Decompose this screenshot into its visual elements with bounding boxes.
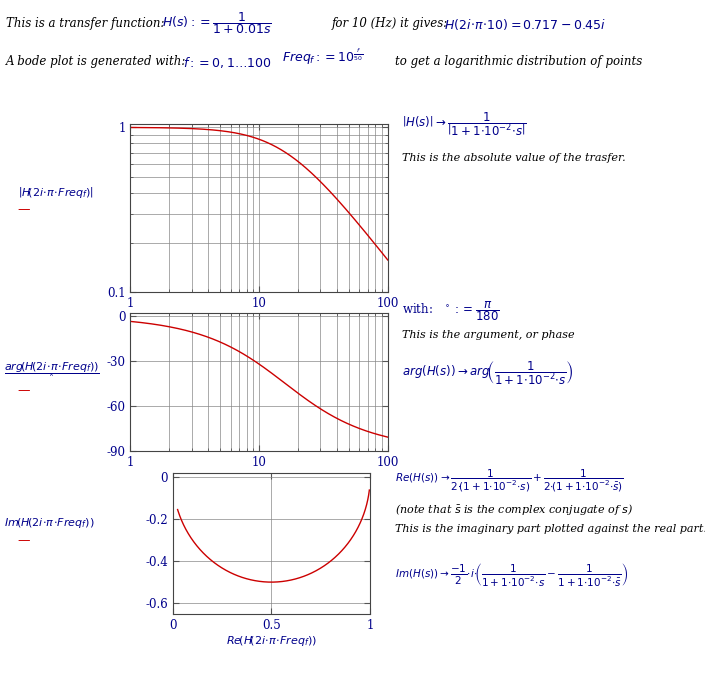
Text: $H(2i\!\cdot\!\pi\!\cdot\!10) = 0.717 - 0.45i$: $H(2i\!\cdot\!\pi\!\cdot\!10) = 0.717 - … xyxy=(444,17,606,32)
Text: $f := 0, 1 \ldots 100$: $f := 0, 1 \ldots 100$ xyxy=(183,55,272,70)
Text: with:   $^\circ := \dfrac{\pi}{180}$: with: $^\circ := \dfrac{\pi}{180}$ xyxy=(402,299,499,323)
Text: This is the argument, or phase: This is the argument, or phase xyxy=(402,330,575,341)
Text: for 10 (Hz) it gives:: for 10 (Hz) it gives: xyxy=(331,17,448,30)
Text: —: — xyxy=(18,203,30,215)
X-axis label: $Freq_f$: $Freq_f$ xyxy=(242,471,276,487)
Text: $Im(H(s)) \rightarrow \dfrac{-1}{2}{\cdot}i{\cdot}\!\left(\dfrac{1}{1 + 1{\cdot}: $Im(H(s)) \rightarrow \dfrac{-1}{2}{\cdo… xyxy=(395,561,628,588)
Text: This is a transfer function:: This is a transfer function: xyxy=(6,17,164,30)
Text: $Re(H(s)) \rightarrow \dfrac{1}{2{\cdot}\!\left(1 + 1{\cdot}10^{-2}{\cdot}s\righ: $Re(H(s)) \rightarrow \dfrac{1}{2{\cdot}… xyxy=(395,468,624,494)
Text: This is the absolute value of the trasfer.: This is the absolute value of the trasfe… xyxy=(402,153,625,163)
Text: $\left|H(s)\right| \rightarrow \dfrac{1}{\left|1 + 1{\cdot}10^{-2}{\cdot}s\right: $\left|H(s)\right| \rightarrow \dfrac{1}… xyxy=(402,110,527,138)
Text: —: — xyxy=(18,385,30,397)
Text: This is the imaginary part plotted against the real part.: This is the imaginary part plotted again… xyxy=(395,524,705,535)
Text: $arg(H(s)) \rightarrow arg\!\left(\dfrac{1}{1 + 1{\cdot}10^{-2}{\cdot}s}\right)$: $arg(H(s)) \rightarrow arg\!\left(\dfrac… xyxy=(402,359,574,387)
Text: $\left|H\!\left(2i\!\cdot\!\pi\!\cdot\!Freq_f\right)\right|$: $\left|H\!\left(2i\!\cdot\!\pi\!\cdot\!F… xyxy=(18,185,94,200)
X-axis label: $Re\!\left(H\!\left(2i\!\cdot\!\pi\!\cdot\!Freq_f\right)\right)$: $Re\!\left(H\!\left(2i\!\cdot\!\pi\!\cdo… xyxy=(226,634,317,648)
Text: A bode plot is generated with:: A bode plot is generated with: xyxy=(6,55,186,68)
Text: $Im\!\left(H\!\left(2i\!\cdot\!\pi\!\cdot\!Freq_f\right)\right)$: $Im\!\left(H\!\left(2i\!\cdot\!\pi\!\cdo… xyxy=(4,516,94,530)
Text: (note that $\bar{s}$ is the complex conjugate of $s$): (note that $\bar{s}$ is the complex conj… xyxy=(395,502,633,517)
Text: $H(s) := \dfrac{1}{1 + 0.01s}$: $H(s) := \dfrac{1}{1 + 0.01s}$ xyxy=(162,10,272,36)
Text: $Freq_f := 10^{\frac{f}{50}}$: $Freq_f := 10^{\frac{f}{50}}$ xyxy=(282,47,364,67)
Text: $\dfrac{arg\!\left(H\!\left(2i\!\cdot\!\pi\!\cdot\!Freq_f\right)\right)}{^\circ}: $\dfrac{arg\!\left(H\!\left(2i\!\cdot\!\… xyxy=(4,361,99,375)
Text: to get a logarithmic distribution of points: to get a logarithmic distribution of poi… xyxy=(395,55,642,68)
X-axis label: $Freq_f$: $Freq_f$ xyxy=(242,313,276,329)
Text: —: — xyxy=(18,534,30,546)
